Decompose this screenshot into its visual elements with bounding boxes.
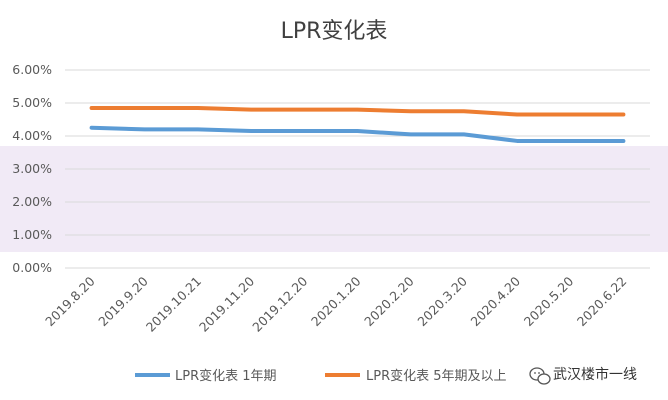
series-group (89, 105, 626, 143)
y-tick-label: 1.00% (12, 227, 52, 242)
chart-title: LPR变化表 (281, 19, 388, 44)
x-tick-label: 2019.11.20 (196, 273, 257, 334)
legend-label-5y: LPR变化表 5年期及以上 (366, 368, 507, 384)
y-axis: 0.00% 1.00% 2.00% 3.00% 4.00% 5.00% 6.00% (12, 62, 52, 275)
x-tick-label: 2020.6.22 (574, 274, 630, 330)
y-tick-label: 6.00% (12, 62, 52, 77)
watermark: 武汉楼市一线 (529, 366, 637, 385)
wechat-icon (529, 367, 551, 385)
series-line-5y (89, 105, 626, 117)
y-tick-label: 4.00% (12, 128, 52, 143)
x-tick-label: 2019.8.20 (42, 273, 98, 329)
y-tick-label: 3.00% (12, 161, 52, 176)
y-tick-label: 5.00% (12, 95, 52, 110)
y-tick-label: 0.00% (12, 260, 52, 275)
x-tick-label: 2020.4.20 (468, 273, 524, 329)
x-axis: 2019.8.202019.9.202019.10.212019.11.2020… (42, 273, 629, 334)
gridlines (65, 69, 650, 236)
x-tick-label: 2020.5.20 (521, 273, 577, 329)
overlay-band (0, 146, 668, 252)
x-tick-label: 2020.2.20 (361, 273, 417, 329)
x-tick-label: 2019.10.21 (143, 274, 204, 335)
series-line-1y (89, 125, 626, 143)
legend: LPR变化表 1年期 LPR变化表 5年期及以上 (135, 368, 507, 384)
watermark-text: 武汉楼市一线 (553, 366, 637, 383)
x-tick-label: 2020.3.20 (414, 273, 470, 329)
x-tick-label: 2019.12.20 (249, 273, 310, 334)
y-tick-label: 2.00% (12, 194, 52, 209)
legend-label-1y: LPR变化表 1年期 (175, 368, 277, 384)
x-tick-label: 2020.1.20 (308, 273, 364, 329)
x-tick-label: 2019.9.20 (95, 273, 151, 329)
